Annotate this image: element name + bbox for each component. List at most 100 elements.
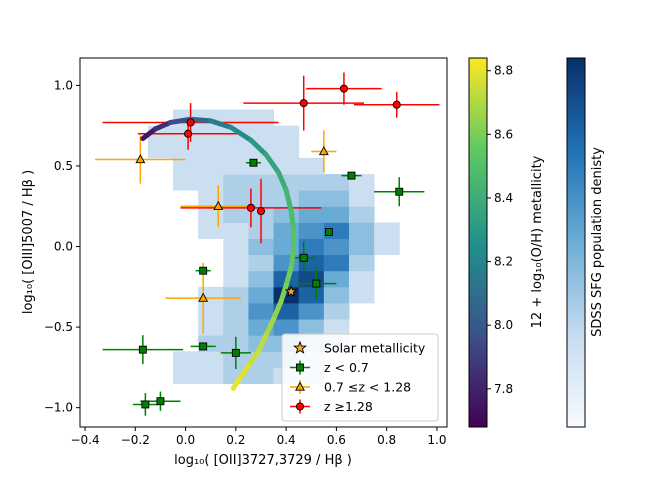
legend-marker-triangle bbox=[295, 381, 305, 391]
density-cell bbox=[223, 302, 249, 320]
metallicity-track-segment bbox=[245, 348, 261, 369]
metallicity-track-segment bbox=[208, 118, 234, 130]
data-point-square bbox=[347, 171, 356, 180]
density-cell bbox=[273, 319, 300, 336]
metallicity-track-segment bbox=[167, 116, 194, 125]
y-tick-label: 0.5 bbox=[54, 159, 73, 173]
data-point-square bbox=[312, 279, 321, 288]
density-cell bbox=[298, 319, 325, 336]
data-point-circle bbox=[339, 84, 348, 93]
density-cell bbox=[223, 238, 249, 256]
legend-label: 0.7 ≤z < 1.28 bbox=[324, 380, 411, 395]
density-colorbar-gradient bbox=[566, 57, 586, 428]
metallicity-track-segment bbox=[278, 282, 289, 304]
metallicity-colorbar-gradient bbox=[468, 57, 488, 428]
data-point-triangle bbox=[318, 146, 329, 156]
data-point-circle bbox=[256, 207, 266, 216]
metallicity-colorbar-ticks: 7.8 8.0 8.2 8.4 8.6 8.8 bbox=[487, 64, 513, 396]
density-cell bbox=[298, 222, 325, 239]
metallicity-track-segment bbox=[255, 332, 269, 354]
plot-frame bbox=[79, 57, 448, 428]
data-point-circle bbox=[392, 100, 401, 109]
density-cell bbox=[323, 319, 350, 336]
density-cell bbox=[223, 254, 249, 272]
x-tick-label: 0.2 bbox=[226, 433, 245, 447]
metallicity-track-segment bbox=[140, 126, 158, 142]
density-cell bbox=[323, 238, 350, 256]
data-point-circle bbox=[184, 129, 193, 138]
metallicity-track-segment bbox=[228, 124, 254, 143]
metallicity-track-segment bbox=[288, 247, 297, 270]
density-cell bbox=[198, 351, 224, 368]
density-cell bbox=[198, 206, 224, 223]
density-cell bbox=[248, 109, 275, 127]
density-cell bbox=[298, 157, 325, 175]
density-cell bbox=[198, 367, 224, 384]
data-point-square bbox=[141, 400, 150, 409]
legend-marker-circle bbox=[295, 402, 305, 411]
metallicity-track-segment bbox=[288, 208, 297, 233]
density-cell bbox=[323, 190, 350, 207]
x-tick-label: 0.6 bbox=[327, 433, 346, 447]
density-cell bbox=[298, 174, 325, 191]
data-point-square bbox=[199, 342, 208, 351]
legend-item: z < 0.7 bbox=[290, 360, 369, 375]
data-point-square bbox=[138, 345, 147, 354]
density-cell bbox=[223, 157, 249, 175]
density-cell bbox=[248, 238, 275, 256]
legend-box bbox=[281, 333, 439, 422]
colorbar-tick-label: 8.6 bbox=[494, 127, 513, 141]
density-cell bbox=[223, 286, 249, 304]
data-point-square bbox=[249, 158, 258, 167]
density-cell bbox=[298, 286, 325, 304]
density-cell bbox=[173, 174, 199, 191]
metallicity-track-segment bbox=[283, 264, 294, 288]
density-cell bbox=[198, 302, 224, 320]
metallicity-track-segment bbox=[188, 116, 214, 124]
data-point-square bbox=[199, 266, 208, 275]
density-cell bbox=[273, 141, 300, 159]
legend-marker-square bbox=[296, 363, 304, 372]
density-cell bbox=[273, 206, 300, 223]
density-cell bbox=[323, 286, 350, 304]
density-cell bbox=[298, 238, 325, 256]
colorbar-tick-label: 8.2 bbox=[494, 255, 513, 269]
density-cell bbox=[348, 190, 375, 207]
metallicity-track-segment bbox=[152, 119, 173, 132]
metallicity-track-segment bbox=[271, 298, 284, 322]
density-cell bbox=[374, 222, 400, 239]
density-cell bbox=[298, 270, 325, 288]
legend-item: 0.7 ≤z < 1.28 bbox=[290, 380, 411, 395]
density-cell bbox=[223, 270, 249, 288]
density-cell bbox=[374, 238, 400, 256]
y-tick-label: 0.0 bbox=[54, 240, 73, 254]
metallicity-colorbar: 7.8 8.0 8.2 8.4 8.6 8.8 12 + log₁₀(O/H) metal… bbox=[468, 57, 545, 428]
x-tick-label: 0.0 bbox=[176, 433, 195, 447]
density-cell bbox=[248, 367, 275, 384]
density-cell bbox=[323, 270, 350, 288]
density-cell bbox=[248, 125, 275, 143]
density-cell bbox=[198, 319, 224, 336]
data-point-square bbox=[156, 397, 165, 406]
density-cell bbox=[348, 286, 375, 304]
legend-label: Solar metallicity bbox=[324, 341, 426, 356]
y-tick-label: −1.0 bbox=[44, 401, 73, 415]
density-cell bbox=[323, 174, 350, 191]
density-cell bbox=[248, 286, 275, 304]
density-cell bbox=[173, 141, 199, 159]
metallicity-colorbar-label: 12 + log₁₀(O/H) metallicity bbox=[530, 155, 545, 328]
density-cell bbox=[198, 222, 224, 239]
data-point-square bbox=[299, 253, 308, 262]
density-cell bbox=[348, 270, 375, 288]
data-point-circle bbox=[246, 203, 255, 212]
density-cell bbox=[198, 157, 224, 175]
density-colorbar-label: SDSS SFG population denisty bbox=[590, 147, 605, 337]
data-point-triangle bbox=[135, 154, 146, 164]
density-cell bbox=[248, 254, 275, 272]
density-cell bbox=[298, 302, 325, 320]
metallicity-track bbox=[140, 116, 297, 391]
metallicity-track-segment bbox=[276, 169, 289, 193]
metallicity-track-segment bbox=[263, 316, 277, 338]
data-point-triangle bbox=[198, 292, 209, 302]
data-point-square bbox=[324, 228, 333, 236]
